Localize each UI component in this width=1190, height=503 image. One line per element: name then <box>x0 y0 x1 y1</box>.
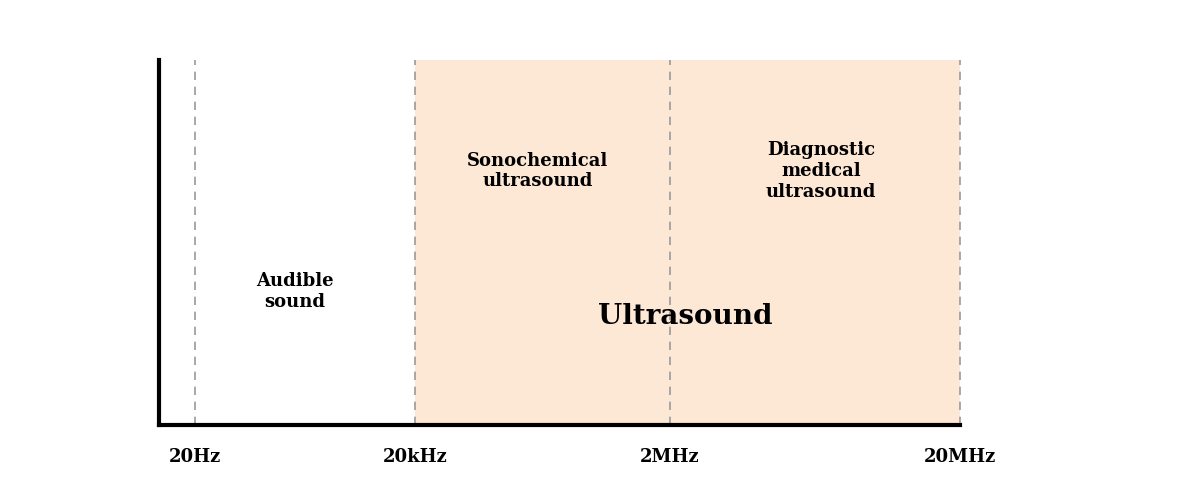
Text: Ultrasound: Ultrasound <box>599 303 772 330</box>
Text: Audible
sound: Audible sound <box>256 272 334 311</box>
Text: Diagnostic
medical
ultrasound: Diagnostic medical ultrasound <box>766 141 876 201</box>
Text: 2MHz: 2MHz <box>640 448 700 466</box>
Text: 20Hz: 20Hz <box>169 448 221 466</box>
Text: Sonochemical
ultrasound: Sonochemical ultrasound <box>468 151 608 191</box>
Text: 20MHz: 20MHz <box>925 448 996 466</box>
Bar <box>415 60 960 425</box>
Text: 20kHz: 20kHz <box>383 448 447 466</box>
